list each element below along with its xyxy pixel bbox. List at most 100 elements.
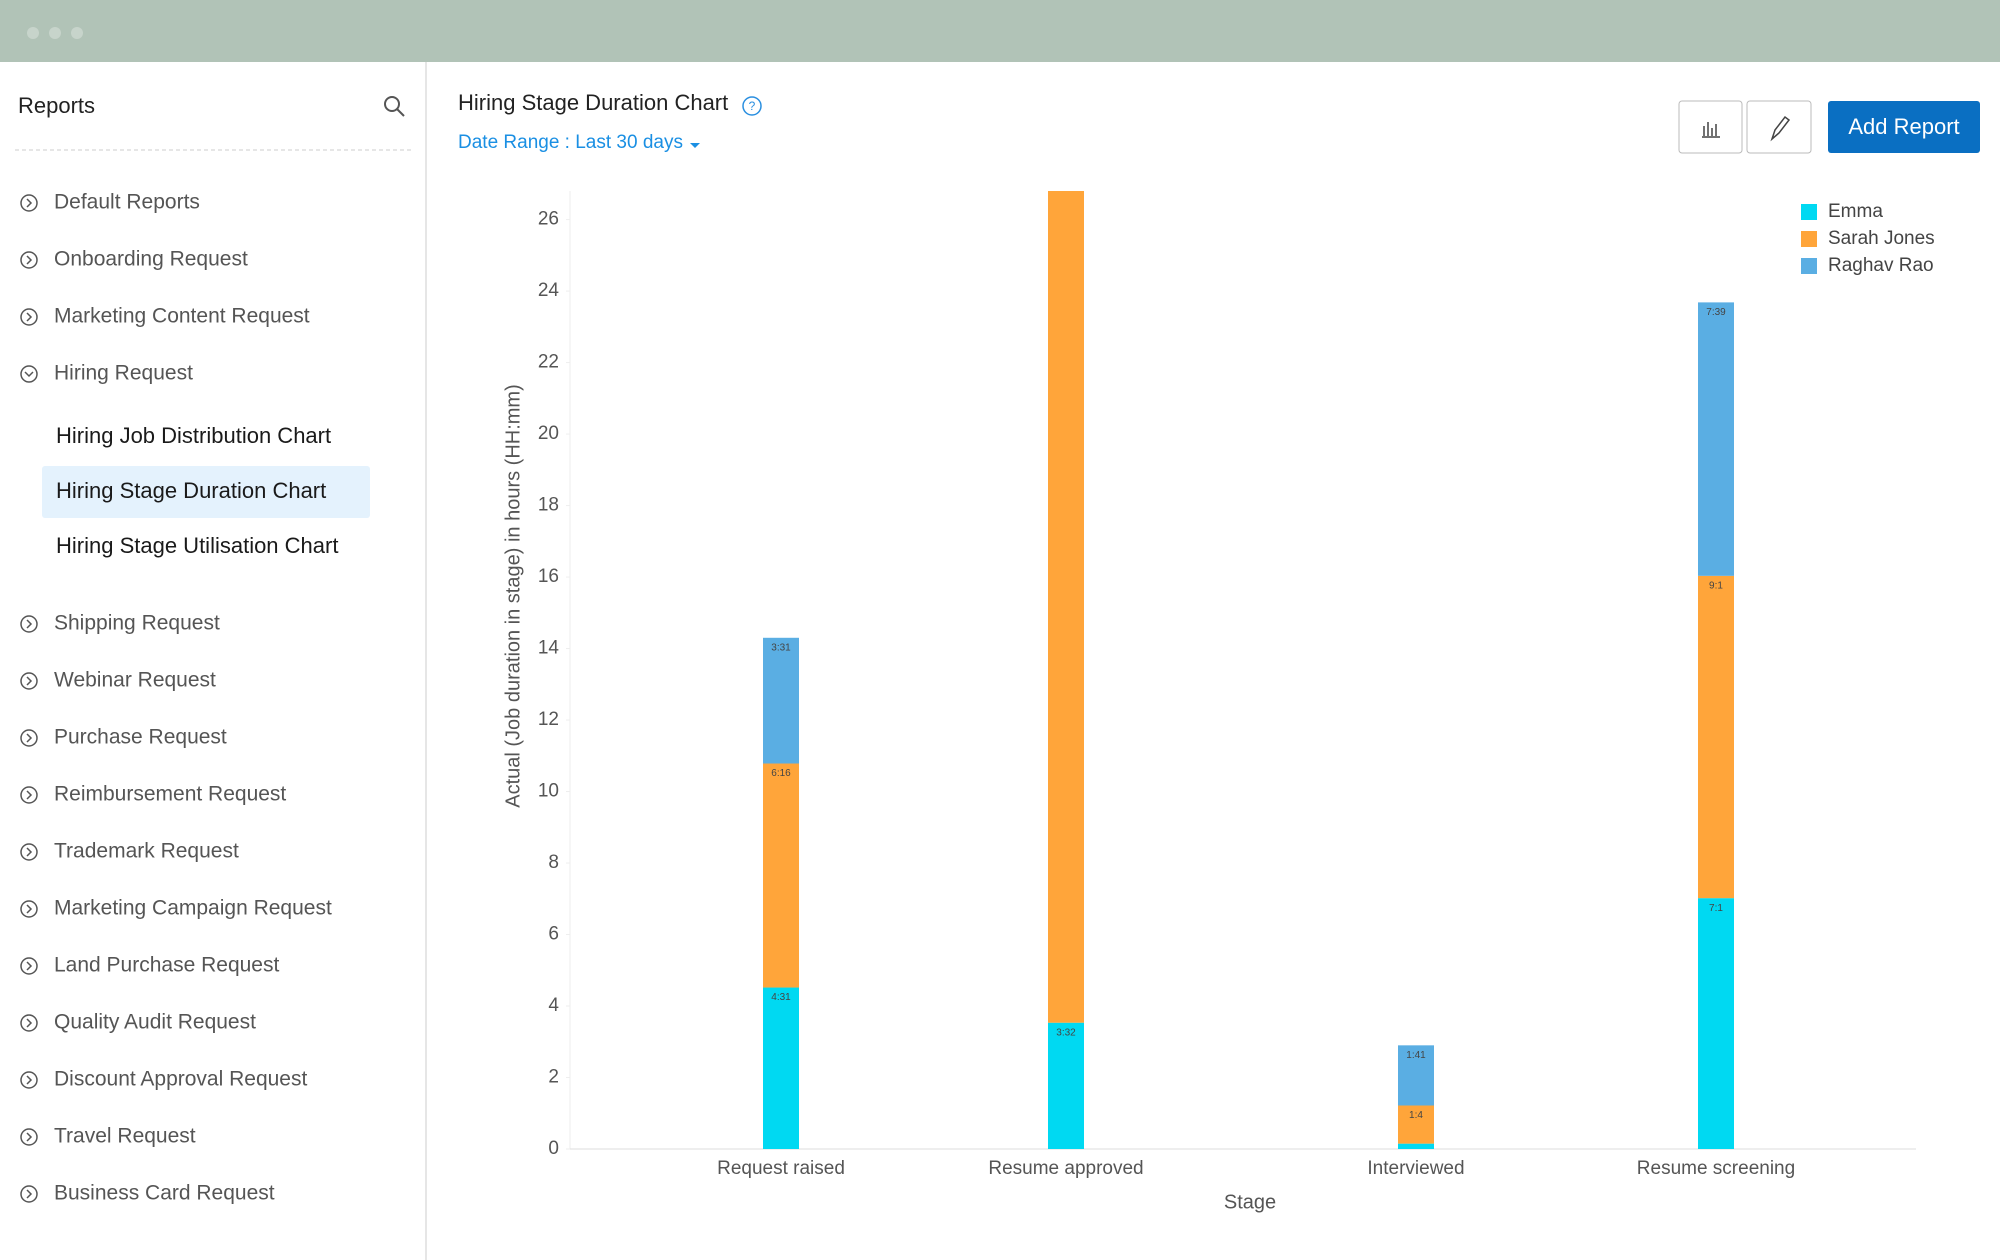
sidebar-item[interactable]: Shipping Request [54, 612, 220, 635]
data-label: 4:31 [771, 992, 791, 1003]
bar-segment[interactable] [1398, 1143, 1434, 1149]
legend-label[interactable]: Sarah Jones [1828, 228, 1935, 249]
sidebar-item[interactable]: Reimbursement Request [54, 783, 286, 806]
item-icon [20, 1071, 38, 1089]
plot-area: 4:31 6:16 3:31 3:32 23:43 2:11 1:4 1:41 7:1 9:1 7:… [763, 97, 1734, 1149]
item-icon [20, 672, 38, 690]
bar-segment[interactable] [1048, 97, 1084, 175]
y-tick-label: 12 [538, 709, 559, 730]
search-icon[interactable] [384, 96, 405, 117]
selected-item-bg [42, 466, 370, 518]
help-icon[interactable]: ? [742, 96, 762, 116]
item-chevron [26, 904, 33, 914]
data-label: 2:11 [1057, 102, 1076, 113]
data-label: 7:39 [1706, 307, 1726, 318]
chart-type-button[interactable] [1678, 100, 1743, 154]
item-chevron [26, 790, 33, 800]
item-icon [20, 194, 38, 212]
item-chevron [26, 312, 33, 322]
sidebar-item[interactable]: Business Card Request [54, 1182, 275, 1205]
x-tick-label: Request raised [717, 1158, 845, 1179]
y-tick-label: 16 [538, 566, 559, 587]
edit-button[interactable] [1746, 100, 1812, 154]
sidebar-item[interactable]: Marketing Campaign Request [54, 897, 332, 920]
dropdown-caret[interactable] [690, 143, 700, 148]
item-icon [20, 729, 38, 747]
item-chevron [26, 1189, 33, 1199]
y-tick-label: 26 [538, 209, 559, 230]
y-tick-label: 10 [538, 781, 559, 802]
sidebar-subitem[interactable]: Hiring Stage Duration Chart [56, 478, 326, 503]
data-label: 23:43 [1053, 180, 1078, 191]
add-report-label[interactable]: Add Report [1848, 114, 1959, 139]
window-bar [0, 0, 2000, 62]
data-label: 3:32 [1056, 1027, 1076, 1038]
item-icon [20, 843, 38, 861]
window-dot [49, 27, 61, 39]
bar-segment[interactable] [1698, 575, 1734, 899]
item-icon [20, 308, 38, 326]
sidebar-item[interactable]: Hiring Request [54, 362, 193, 385]
date-range[interactable]: Date Range : Last 30 days [458, 132, 683, 153]
sidebar-subitem[interactable]: Hiring Job Distribution Chart [56, 423, 331, 448]
x-tick-label: Interviewed [1367, 1158, 1464, 1179]
bar-segment[interactable] [1398, 1105, 1434, 1144]
y-tick-label: 6 [548, 924, 559, 945]
item-chevron [26, 255, 33, 265]
item-icon [20, 1014, 38, 1032]
item-chevron [26, 733, 33, 743]
item-icon [20, 786, 38, 804]
sidebar-item[interactable]: Trademark Request [54, 840, 239, 863]
add-report-button[interactable] [1828, 101, 1980, 153]
y-tick-label: 14 [538, 638, 560, 659]
bar-segment[interactable] [1398, 1045, 1434, 1106]
item-icon [20, 615, 38, 633]
window-dot [71, 27, 83, 39]
item-chevron [26, 676, 33, 686]
bar-segment[interactable] [1698, 898, 1734, 1149]
legend-swatch[interactable] [1801, 231, 1817, 247]
item-icon [20, 1128, 38, 1146]
legend-swatch[interactable] [1801, 258, 1817, 274]
data-label: 7:1 [1709, 903, 1723, 914]
item-chevron [26, 1132, 33, 1142]
y-tick-label: 4 [548, 995, 559, 1016]
x-tick-label: Resume screening [1637, 1158, 1795, 1179]
item-chevron [24, 371, 34, 378]
y-tick-label: 24 [538, 280, 560, 301]
bar-segment[interactable] [1048, 175, 1084, 1023]
y-tick-label: 22 [538, 352, 559, 373]
bar-segment[interactable] [1698, 302, 1734, 576]
y-tick-label: 0 [548, 1138, 559, 1159]
sidebar-item[interactable]: Purchase Request [54, 726, 227, 749]
sidebar-title: Reports [18, 93, 95, 118]
legend-label[interactable]: Raghav Rao [1828, 255, 1934, 276]
y-tick-label: 2 [548, 1067, 559, 1088]
sidebar-item[interactable]: Default Reports [54, 191, 200, 214]
bar-segment[interactable] [1048, 1022, 1084, 1149]
sidebar-subitem[interactable]: Hiring Stage Utilisation Chart [56, 533, 338, 558]
x-axis-title: Stage [1224, 1191, 1276, 1213]
sidebar-item[interactable]: Onboarding Request [54, 248, 248, 271]
sidebar-item[interactable]: Marketing Content Request [54, 305, 310, 328]
sidebar-item[interactable]: Quality Audit Request [54, 1011, 256, 1034]
sidebar-item[interactable]: Travel Request [54, 1125, 196, 1148]
item-chevron [26, 619, 33, 629]
item-chevron [26, 1018, 33, 1028]
bar-segment[interactable] [763, 987, 799, 1149]
sidebar-item[interactable]: Discount Approval Request [54, 1068, 307, 1091]
sidebar-item[interactable]: Land Purchase Request [54, 954, 279, 977]
y-axis-title: Actual (Job duration in stage) in hours … [502, 384, 524, 808]
bar-segment[interactable] [763, 763, 799, 988]
legend-label[interactable]: Emma [1828, 201, 1883, 222]
sidebar-item[interactable]: Webinar Request [54, 669, 216, 692]
data-label: 1:4 [1409, 1110, 1423, 1121]
item-chevron [26, 198, 33, 208]
bar-segment[interactable] [763, 637, 799, 764]
window-dot [27, 27, 39, 39]
item-icon [20, 251, 38, 269]
item-icon [20, 1185, 38, 1203]
legend-swatch[interactable] [1801, 204, 1817, 220]
